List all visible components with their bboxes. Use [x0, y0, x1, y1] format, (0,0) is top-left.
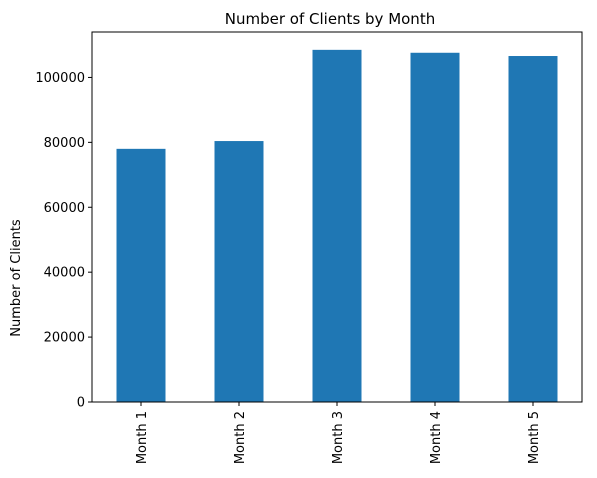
y-axis-title: Number of Clients	[9, 219, 24, 337]
bar-month-5	[508, 56, 558, 403]
x-tick-label: Month 4	[429, 411, 444, 464]
x-tick-label: Month 5	[527, 411, 542, 464]
bar-month-2	[214, 141, 264, 403]
bar-month-4	[410, 52, 460, 403]
x-tick-label: Month 1	[135, 411, 150, 464]
y-tick-label: 20000	[44, 331, 85, 346]
y-tick-label: 40000	[44, 266, 85, 281]
bar-month-3	[312, 49, 362, 402]
plot-area: Month 1 Month 2 Month 3 Month 4 Month 5 0 2000…	[35, 31, 583, 464]
y-tick-label: 60000	[44, 201, 85, 216]
bar-month-1	[116, 148, 166, 402]
y-tick-label: 0	[77, 396, 85, 411]
x-tick-label: Month 2	[233, 411, 248, 464]
plot-frame	[91, 31, 583, 403]
chart-title: Number of Clients by Month	[225, 10, 435, 28]
y-tick-label: 80000	[44, 136, 85, 151]
x-tick-label: Month 3	[331, 411, 346, 464]
y-tick-label: 100000	[35, 71, 85, 86]
